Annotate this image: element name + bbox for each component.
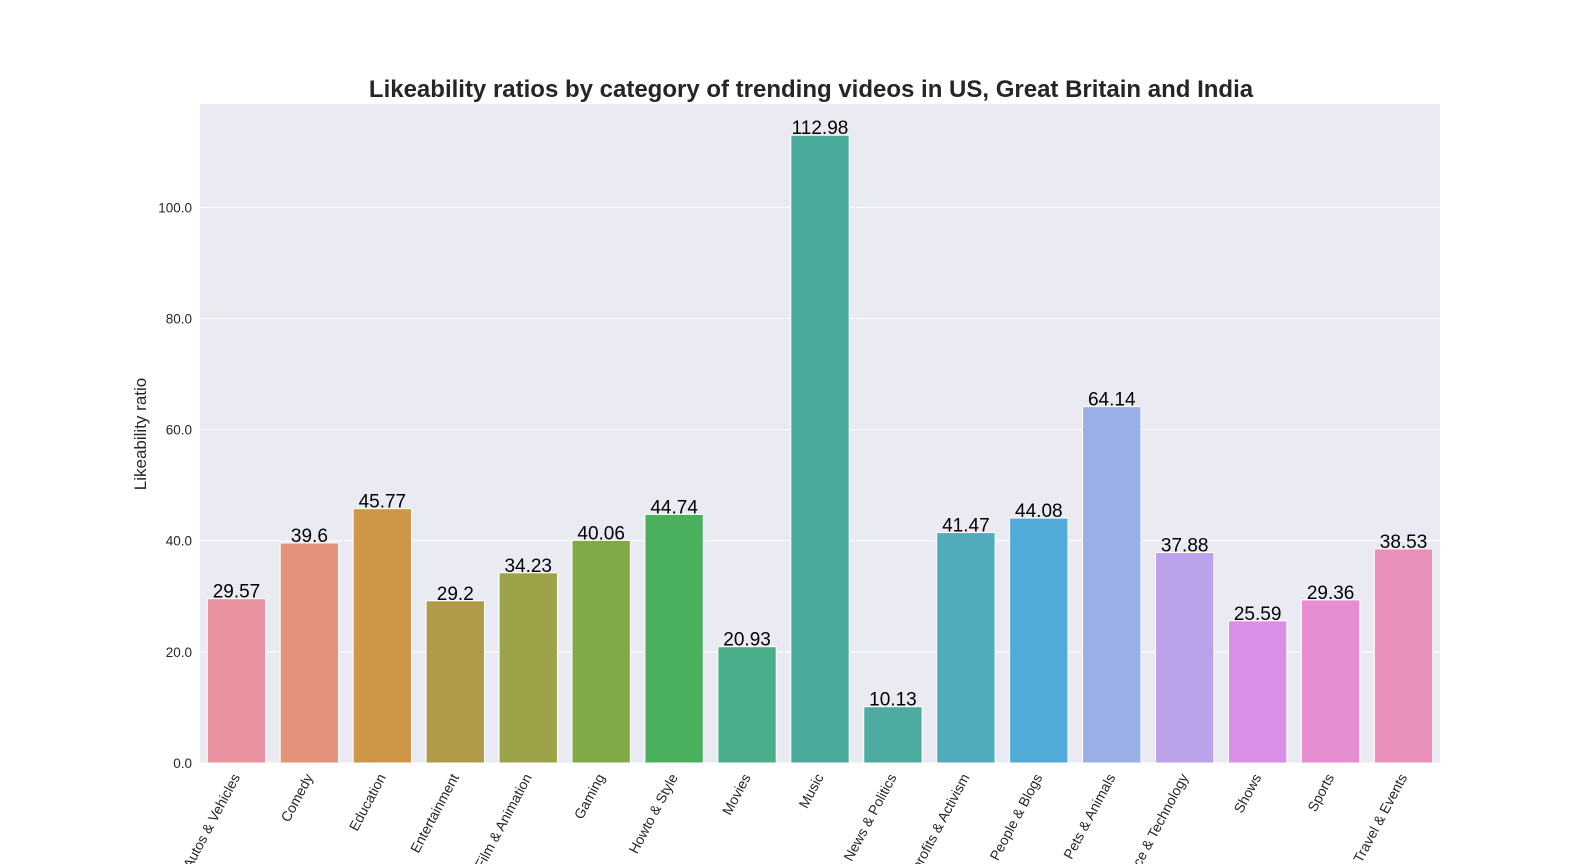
bar: [425, 600, 485, 764]
bar: [863, 706, 923, 764]
bar-value-label: 37.88: [1161, 536, 1209, 557]
bar-value-label: 20.93: [723, 630, 771, 651]
y-tick-label: 40.0: [166, 534, 192, 549]
bar-value-label: 25.59: [1234, 604, 1282, 625]
y-tick-label: 80.0: [166, 311, 192, 326]
y-tick-label: 60.0: [166, 423, 192, 438]
y-axis-ticks: 0.0 20.0 40.0 60.0 80.0 100.0: [158, 200, 192, 771]
bar: [1373, 548, 1434, 764]
x-tick-label: Music: [795, 771, 826, 811]
bar-value-label: 45.77: [359, 492, 407, 513]
bar-value-label: 29.2: [437, 584, 474, 605]
bar-value-label: 64.14: [1088, 390, 1136, 411]
bar-value-label: 44.08: [1015, 501, 1063, 522]
bar-value-label: 41.47: [942, 516, 990, 537]
bar-value-label: 29.57: [213, 582, 261, 603]
bar: [1009, 517, 1069, 764]
x-tick-label: Gaming: [571, 771, 608, 822]
x-tick-label: Entertainment: [407, 771, 462, 856]
chart-title: Likeability ratios by category of trendi…: [369, 76, 1254, 103]
x-axis-ticks: Autos & Vehicles Comedy Education Entertain…: [180, 771, 1411, 864]
x-tick-label: Howto & Style: [625, 771, 681, 856]
bar: [1300, 599, 1361, 764]
bar: [1227, 620, 1288, 764]
bar: [571, 539, 631, 764]
x-tick-label: Movies: [719, 771, 754, 818]
bar-value-label: 44.74: [650, 497, 698, 518]
bar: [644, 513, 704, 764]
bar: [352, 508, 413, 764]
x-tick-label: Sports: [1304, 771, 1337, 814]
y-tick-label: 20.0: [166, 645, 192, 660]
x-tick-label: Travel & Events: [1350, 771, 1410, 864]
y-tick-label: 0.0: [173, 756, 192, 771]
x-tick-label: Nonprofits & Activism: [896, 771, 972, 864]
x-tick-label: Comedy: [277, 771, 316, 825]
x-tick-label: Film & Animation: [471, 771, 534, 864]
bar-value-label: 38.53: [1380, 532, 1428, 553]
bar: [498, 572, 558, 764]
bar-value-label: 39.6: [291, 526, 328, 547]
x-tick-label: Science & Technology: [1113, 771, 1192, 864]
bar-value-label: 29.36: [1307, 583, 1355, 604]
bar: [936, 532, 996, 764]
bar-value-label: 112.98: [792, 118, 849, 139]
bar: [1082, 406, 1142, 764]
bar: [790, 134, 850, 764]
bar: [279, 542, 340, 764]
value-labels: 29.57 39.6 45.77 29.2 34.23 40.06 44.74 20.93 11…: [213, 118, 1428, 710]
bar-value-label: 40.06: [577, 523, 625, 544]
bar-value-label: 10.13: [869, 690, 917, 711]
x-tick-label: Autos & Vehicles: [180, 771, 243, 864]
x-tick-label: News & Politics: [840, 771, 899, 864]
x-tick-label: People & Blogs: [986, 771, 1045, 863]
x-tick-label: Education: [346, 771, 389, 834]
bar: [206, 598, 267, 764]
y-axis-label: Likeability ratio: [131, 378, 150, 490]
y-tick-label: 100.0: [158, 200, 192, 215]
x-tick-label: Pets & Animals: [1060, 771, 1118, 862]
bars: [206, 134, 1434, 764]
bar: [717, 646, 777, 764]
x-tick-label: Shows: [1230, 771, 1264, 816]
bar-value-label: 34.23: [504, 556, 552, 577]
bar: [1155, 552, 1215, 764]
